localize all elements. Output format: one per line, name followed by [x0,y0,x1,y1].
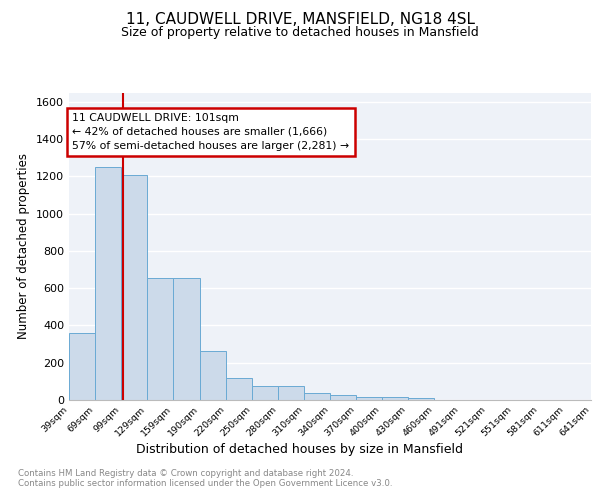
Bar [356,397,382,400]
Bar [278,386,304,400]
Bar [147,278,173,400]
Text: 11, CAUDWELL DRIVE, MANSFIELD, NG18 4SL: 11, CAUDWELL DRIVE, MANSFIELD, NG18 4SL [125,12,475,28]
Bar [382,397,408,400]
Bar [95,167,121,400]
Bar [200,350,226,400]
Bar [69,333,95,400]
Bar [408,398,434,400]
Text: Contains HM Land Registry data © Crown copyright and database right 2024.
Contai: Contains HM Land Registry data © Crown c… [18,469,392,488]
Bar [173,278,200,400]
Text: Size of property relative to detached houses in Mansfield: Size of property relative to detached ho… [121,26,479,39]
Bar [304,394,330,400]
Text: 11 CAUDWELL DRIVE: 101sqm
← 42% of detached houses are smaller (1,666)
57% of se: 11 CAUDWELL DRIVE: 101sqm ← 42% of detac… [73,113,350,151]
Bar [252,386,278,400]
Bar [226,378,252,400]
Bar [121,174,147,400]
Y-axis label: Number of detached properties: Number of detached properties [17,153,31,339]
Text: Distribution of detached houses by size in Mansfield: Distribution of detached houses by size … [137,442,464,456]
Bar [330,396,356,400]
